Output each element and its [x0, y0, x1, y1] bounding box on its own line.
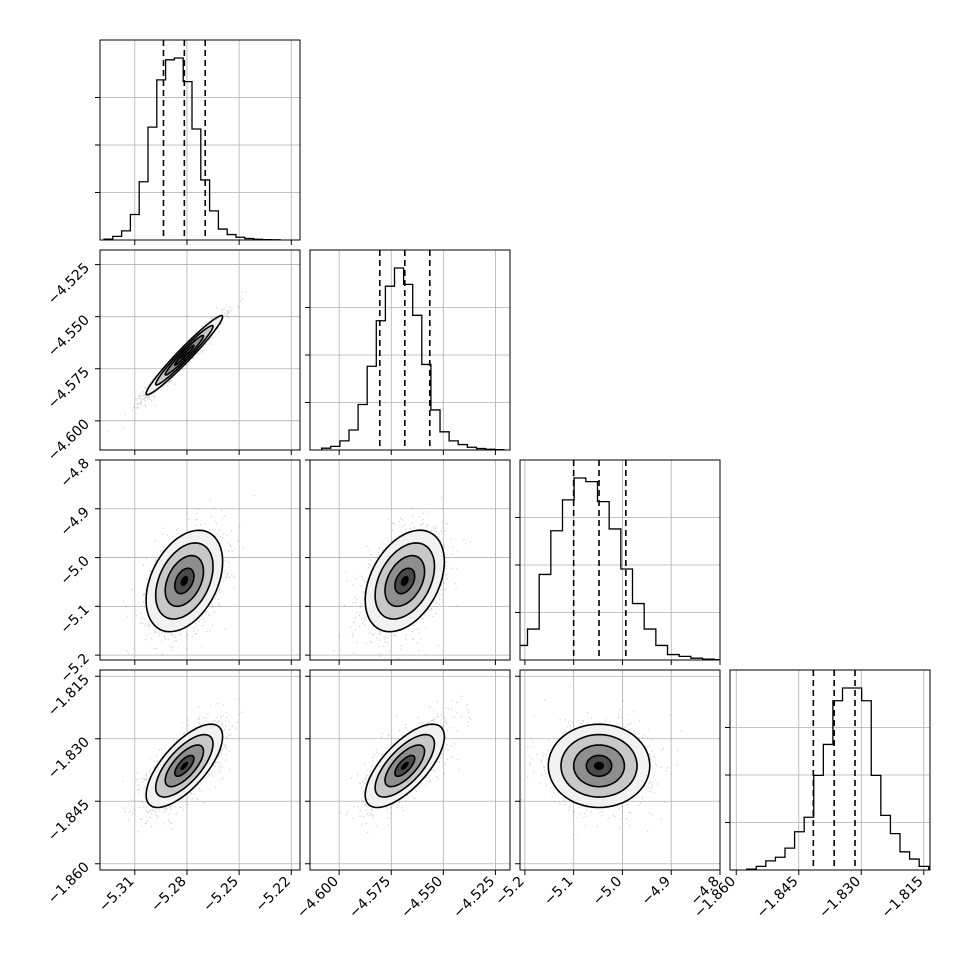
y-tick-label: −1.845: [45, 797, 93, 845]
contour-line-3: [364, 529, 446, 633]
panel-frame: [309, 669, 511, 871]
contour-line-0: [174, 567, 195, 595]
contour-panel-3-2: −5.2 −5.1 −5.0 −4.9 −4.8: [492, 669, 723, 909]
y-tick-label: −5.1: [57, 602, 92, 637]
density-peak: [400, 575, 409, 586]
histogram-panel-1: [305, 249, 511, 455]
contour-line-1: [164, 554, 205, 608]
histogram-panel-3: −1.860 −1.845 −1.830 −1.815: [691, 669, 931, 922]
x-tick-label: −1.830: [816, 874, 864, 922]
y-tick-label: −4.550: [45, 312, 93, 360]
contour-line-0: [174, 344, 195, 366]
y-tick-label: −1.830: [45, 734, 93, 782]
x-tick-label: −5.2: [492, 874, 527, 909]
contour-panel-3-1: −4.600 −4.575 −4.550 −4.525: [294, 669, 511, 922]
contour-line-1: [164, 744, 205, 788]
x-tick-label: −4.600: [294, 874, 342, 922]
panel-frame: [99, 669, 301, 871]
y-tick-label: −1.860: [45, 859, 93, 907]
y-tick-label: −4.9: [57, 504, 92, 539]
y-tick-label: −4.8: [57, 456, 92, 491]
contour-panel-3-0: −5.31 −5.28 −5.25 −5.22−1.860−1.845−1.830−1…: [45, 669, 301, 916]
density-peak: [180, 351, 189, 360]
y-tick-label: −4.575: [45, 364, 93, 412]
y-tick-label: −4.600: [45, 416, 93, 464]
x-tick-label: −4.575: [346, 874, 394, 922]
panel-frame: [309, 249, 511, 451]
panel-frame: [729, 669, 931, 871]
panel-frame: [309, 459, 511, 661]
contour-line-0: [174, 754, 195, 777]
contour-line-0: [585, 754, 613, 778]
histogram-step: [321, 267, 505, 450]
x-tick-label: −5.31: [96, 874, 138, 916]
contour-line-1: [384, 554, 426, 608]
contour-panel-2-1: [305, 459, 511, 665]
density-peak: [594, 761, 605, 770]
contour-line-2: [154, 542, 214, 620]
density-peak: [180, 575, 189, 586]
histogram-panel-0: [95, 39, 301, 245]
x-tick-label: −1.815: [879, 874, 927, 922]
panel-frame: [99, 249, 301, 451]
x-tick-label: −5.22: [252, 874, 294, 916]
contour-line-3: [364, 723, 446, 809]
panel-frame: [519, 669, 721, 871]
histogram-step: [746, 687, 930, 870]
x-tick-label: −5.28: [148, 874, 190, 916]
contour-line-3: [547, 723, 651, 809]
contour-panel-1-0: −4.600−4.575−4.550−4.525: [45, 249, 301, 464]
contour-line-2: [374, 542, 436, 620]
contour-line-1: [164, 334, 205, 376]
density-peak: [180, 761, 189, 770]
x-tick-label: −5.25: [200, 874, 242, 916]
contour-line-0: [394, 754, 416, 777]
panel-frame: [99, 459, 301, 661]
contour-line-0: [394, 567, 416, 595]
histogram-panel-2: [515, 459, 721, 665]
contour-line-1: [572, 744, 626, 788]
x-tick-label: −5.0: [590, 874, 625, 909]
density-peak: [400, 761, 409, 770]
panel-frame: [519, 459, 721, 661]
contour-line-3: [145, 529, 224, 633]
panel-frame: [99, 39, 301, 241]
contour-line-2: [154, 324, 214, 386]
contour-line-2: [374, 733, 436, 798]
contour-line-3: [145, 723, 224, 809]
contour-line-2: [560, 733, 638, 798]
contour-line-2: [154, 733, 214, 798]
histogram-step: [103, 57, 281, 240]
contour-panel-2-0: −5.2−5.1−5.0−4.9−4.8: [57, 456, 301, 686]
y-tick-label: −4.525: [45, 260, 93, 308]
x-tick-label: −1.845: [754, 874, 802, 922]
x-tick-label: −4.9: [639, 874, 674, 909]
x-tick-label: −5.1: [541, 874, 576, 909]
x-tick-label: −4.550: [398, 874, 446, 922]
y-tick-label: −5.0: [57, 553, 92, 588]
contour-line-1: [384, 744, 426, 788]
histogram-step: [520, 477, 720, 660]
contour-line-3: [145, 314, 224, 396]
